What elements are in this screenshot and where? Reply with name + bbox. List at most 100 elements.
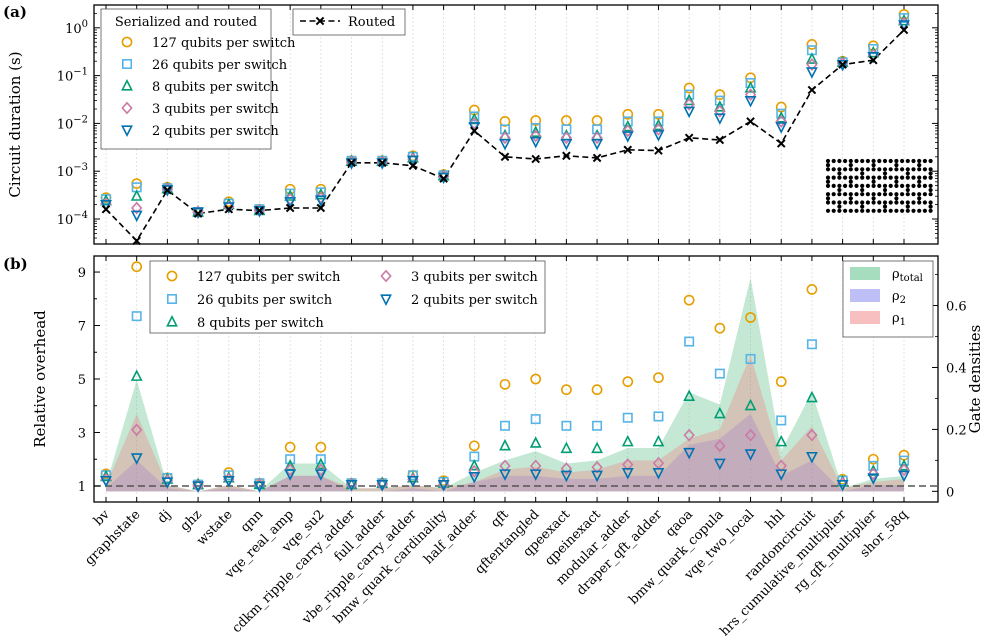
- data-point-triangle-down: [898, 470, 910, 483]
- data-point-triangle-down: [713, 113, 726, 125]
- legend-label: 3 qubits per switch: [152, 102, 279, 117]
- lattice-node: [917, 158, 922, 164]
- routed-point: [715, 135, 725, 145]
- lattice-node: [900, 183, 905, 188]
- lattice-node: [911, 158, 916, 164]
- data-point-triangle-down: [591, 470, 603, 483]
- data-point-triangle-up: [253, 477, 266, 490]
- legend-marker: [380, 294, 392, 306]
- data-point-square: [653, 116, 664, 127]
- lattice-node: [900, 200, 905, 205]
- lattice-node: [922, 192, 928, 197]
- y-axis-label-b: Relative overhead: [31, 310, 49, 448]
- data-point-triangle-down: [253, 205, 266, 218]
- lattice-node: [854, 200, 859, 205]
- data-point-circle: [530, 373, 542, 385]
- routed-point: [101, 204, 111, 214]
- y-axis-label-a: Circuit duration (s): [6, 51, 24, 197]
- data-point-triangle-up: [652, 434, 665, 447]
- lattice-node: [928, 208, 933, 213]
- lattice-node: [894, 183, 899, 188]
- data-point-triangle-down: [591, 138, 603, 151]
- lattice-node: [865, 192, 871, 197]
- density-area: [106, 355, 904, 492]
- data-point-triangle-down: [836, 480, 849, 492]
- data-point-triangle-down: [529, 136, 542, 149]
- lattice-node: [928, 167, 933, 172]
- lattice-node: [882, 158, 888, 164]
- data-point-triangle-up: [130, 369, 143, 381]
- lattice-node: [877, 175, 882, 180]
- data-point-square: [131, 311, 142, 322]
- data-point-diamond: [714, 439, 726, 453]
- lattice-node: [900, 192, 905, 197]
- y2-tick-label: 0.2: [946, 423, 967, 438]
- x-tick-label: graphstate: [82, 507, 143, 568]
- data-point-diamond: [622, 124, 634, 138]
- lattice-node: [865, 167, 871, 172]
- data-point-triangle-down: [345, 158, 358, 170]
- data-point-square: [653, 411, 664, 422]
- data-point-circle: [683, 294, 695, 306]
- lattice-node: [860, 171, 865, 176]
- lattice-node: [882, 200, 888, 205]
- data-point-square: [285, 454, 296, 465]
- data-point-triangle-up: [744, 81, 757, 93]
- data-point-circle: [560, 384, 572, 396]
- routed-point: [592, 153, 602, 163]
- lattice-node: [831, 200, 836, 205]
- legend-label: 8 qubits per switch: [152, 80, 279, 95]
- lattice-node: [917, 163, 922, 168]
- routed-point: [224, 204, 234, 214]
- lattice-node: [843, 208, 848, 213]
- routed-point: [285, 203, 295, 213]
- lattice-node: [825, 183, 831, 188]
- lattice-node: [922, 167, 928, 172]
- data-point-square: [592, 420, 603, 431]
- lattice-node: [894, 200, 899, 205]
- lattice-node: [825, 196, 831, 201]
- legend-label: ρ1: [892, 311, 906, 328]
- lattice-node: [928, 171, 933, 176]
- lattice-node: [888, 200, 893, 205]
- lattice-node: [882, 187, 888, 193]
- routed-point: [255, 206, 264, 215]
- data-point-triangle-down: [161, 477, 174, 489]
- lattice-node: [860, 208, 865, 213]
- legend-marker: [121, 79, 133, 91]
- data-point-triangle-up: [898, 458, 910, 471]
- lattice-node: [871, 183, 876, 188]
- panel-a-label: (a): [3, 3, 27, 21]
- data-point-triangle-down: [100, 476, 112, 488]
- data-point-triangle-down: [744, 96, 757, 108]
- lattice-node: [831, 158, 836, 164]
- data-point-diamond: [468, 464, 480, 478]
- legend-label: ρtotal: [892, 267, 923, 284]
- data-point-circle: [591, 384, 603, 396]
- legend-marker: [380, 269, 392, 283]
- routed-point: [132, 236, 141, 246]
- lattice-node: [917, 167, 922, 172]
- y-tick-label: 10−4: [57, 210, 88, 228]
- data-point-triangle-down: [560, 138, 573, 151]
- data-point-triangle-down: [744, 449, 757, 461]
- data-point-triangle-up: [683, 93, 696, 106]
- data-point-triangle-down: [499, 469, 511, 481]
- lattice-node: [837, 171, 842, 176]
- data-point-triangle-up: [591, 441, 603, 454]
- lattice-node: [911, 200, 916, 205]
- lattice-node: [860, 183, 865, 188]
- x-tick-label: dj: [155, 507, 174, 526]
- lattice-node: [917, 200, 922, 205]
- legend-routed: Routed: [292, 8, 406, 36]
- lattice-node: [865, 175, 871, 180]
- data-point-triangle-down: [652, 467, 665, 480]
- lattice-node: [877, 158, 882, 164]
- data-point-triangle-down: [898, 20, 910, 32]
- legend-marker: [167, 293, 178, 304]
- lattice-node: [894, 175, 899, 180]
- lattice-node: [871, 179, 876, 184]
- lattice-node: [928, 187, 933, 193]
- legend-box: [149, 260, 546, 334]
